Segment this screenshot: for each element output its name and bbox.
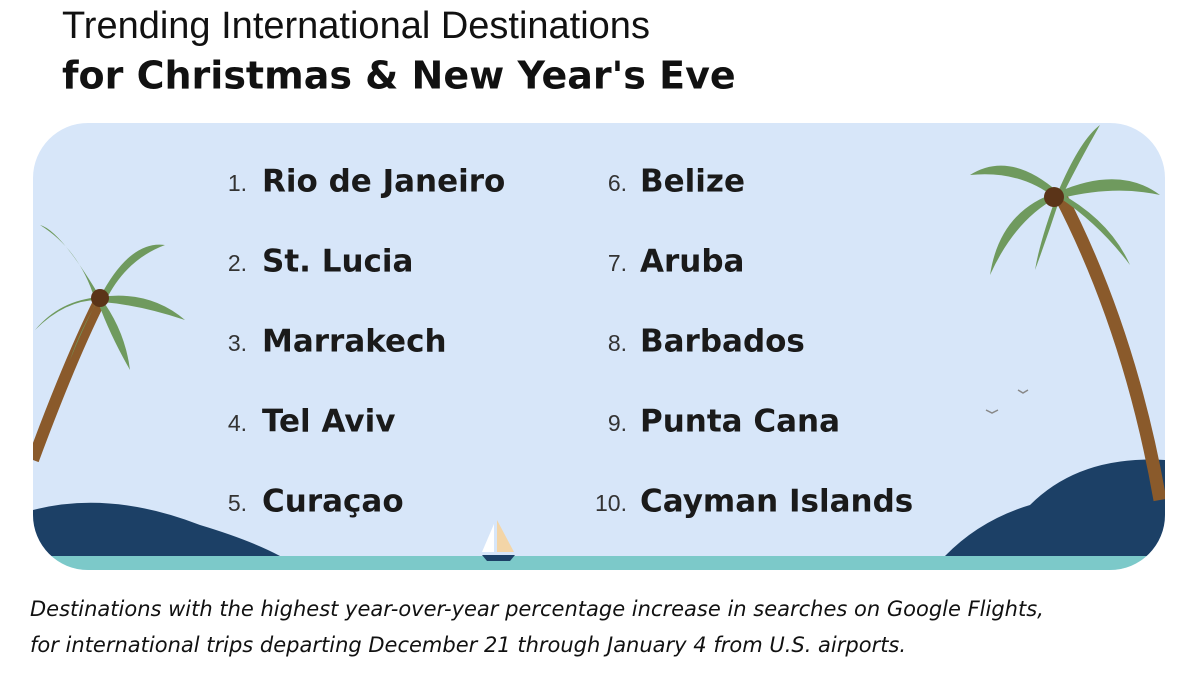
rank: 1. (228, 170, 247, 196)
destination: Marrakech (262, 324, 447, 360)
caption-line: Destinations with the highest year-over-… (30, 597, 1044, 621)
title-line1: Trending International Destinations (62, 5, 650, 47)
destination: Curaçao (262, 484, 404, 520)
rank: 3. (228, 330, 247, 356)
rank: 4. (228, 410, 247, 436)
destination: Belize (640, 164, 745, 200)
caption-line: for international trips departing Decemb… (30, 633, 906, 657)
rank: 9. (608, 410, 627, 436)
rank: 2. (228, 250, 247, 276)
destination: Barbados (640, 324, 805, 360)
rank: 7. (608, 250, 627, 276)
destination: Punta Cana (640, 404, 840, 440)
rank: 6. (608, 170, 627, 196)
title-line2: for Christmas & New Year's Eve (62, 54, 736, 98)
destination: Tel Aviv (262, 404, 395, 440)
scene (33, 123, 1165, 570)
destination: St. Lucia (262, 244, 413, 280)
destination: Cayman Islands (640, 484, 913, 520)
rank: 5. (228, 490, 247, 516)
destination: Rio de Janeiro (262, 164, 505, 200)
destination: Aruba (640, 244, 744, 280)
rank: 10. (595, 490, 627, 516)
destination-list: 1. Rio de Janeiro 2. St. Lucia 3. Marrakech 4.… (228, 164, 913, 520)
rank: 8. (608, 330, 627, 356)
